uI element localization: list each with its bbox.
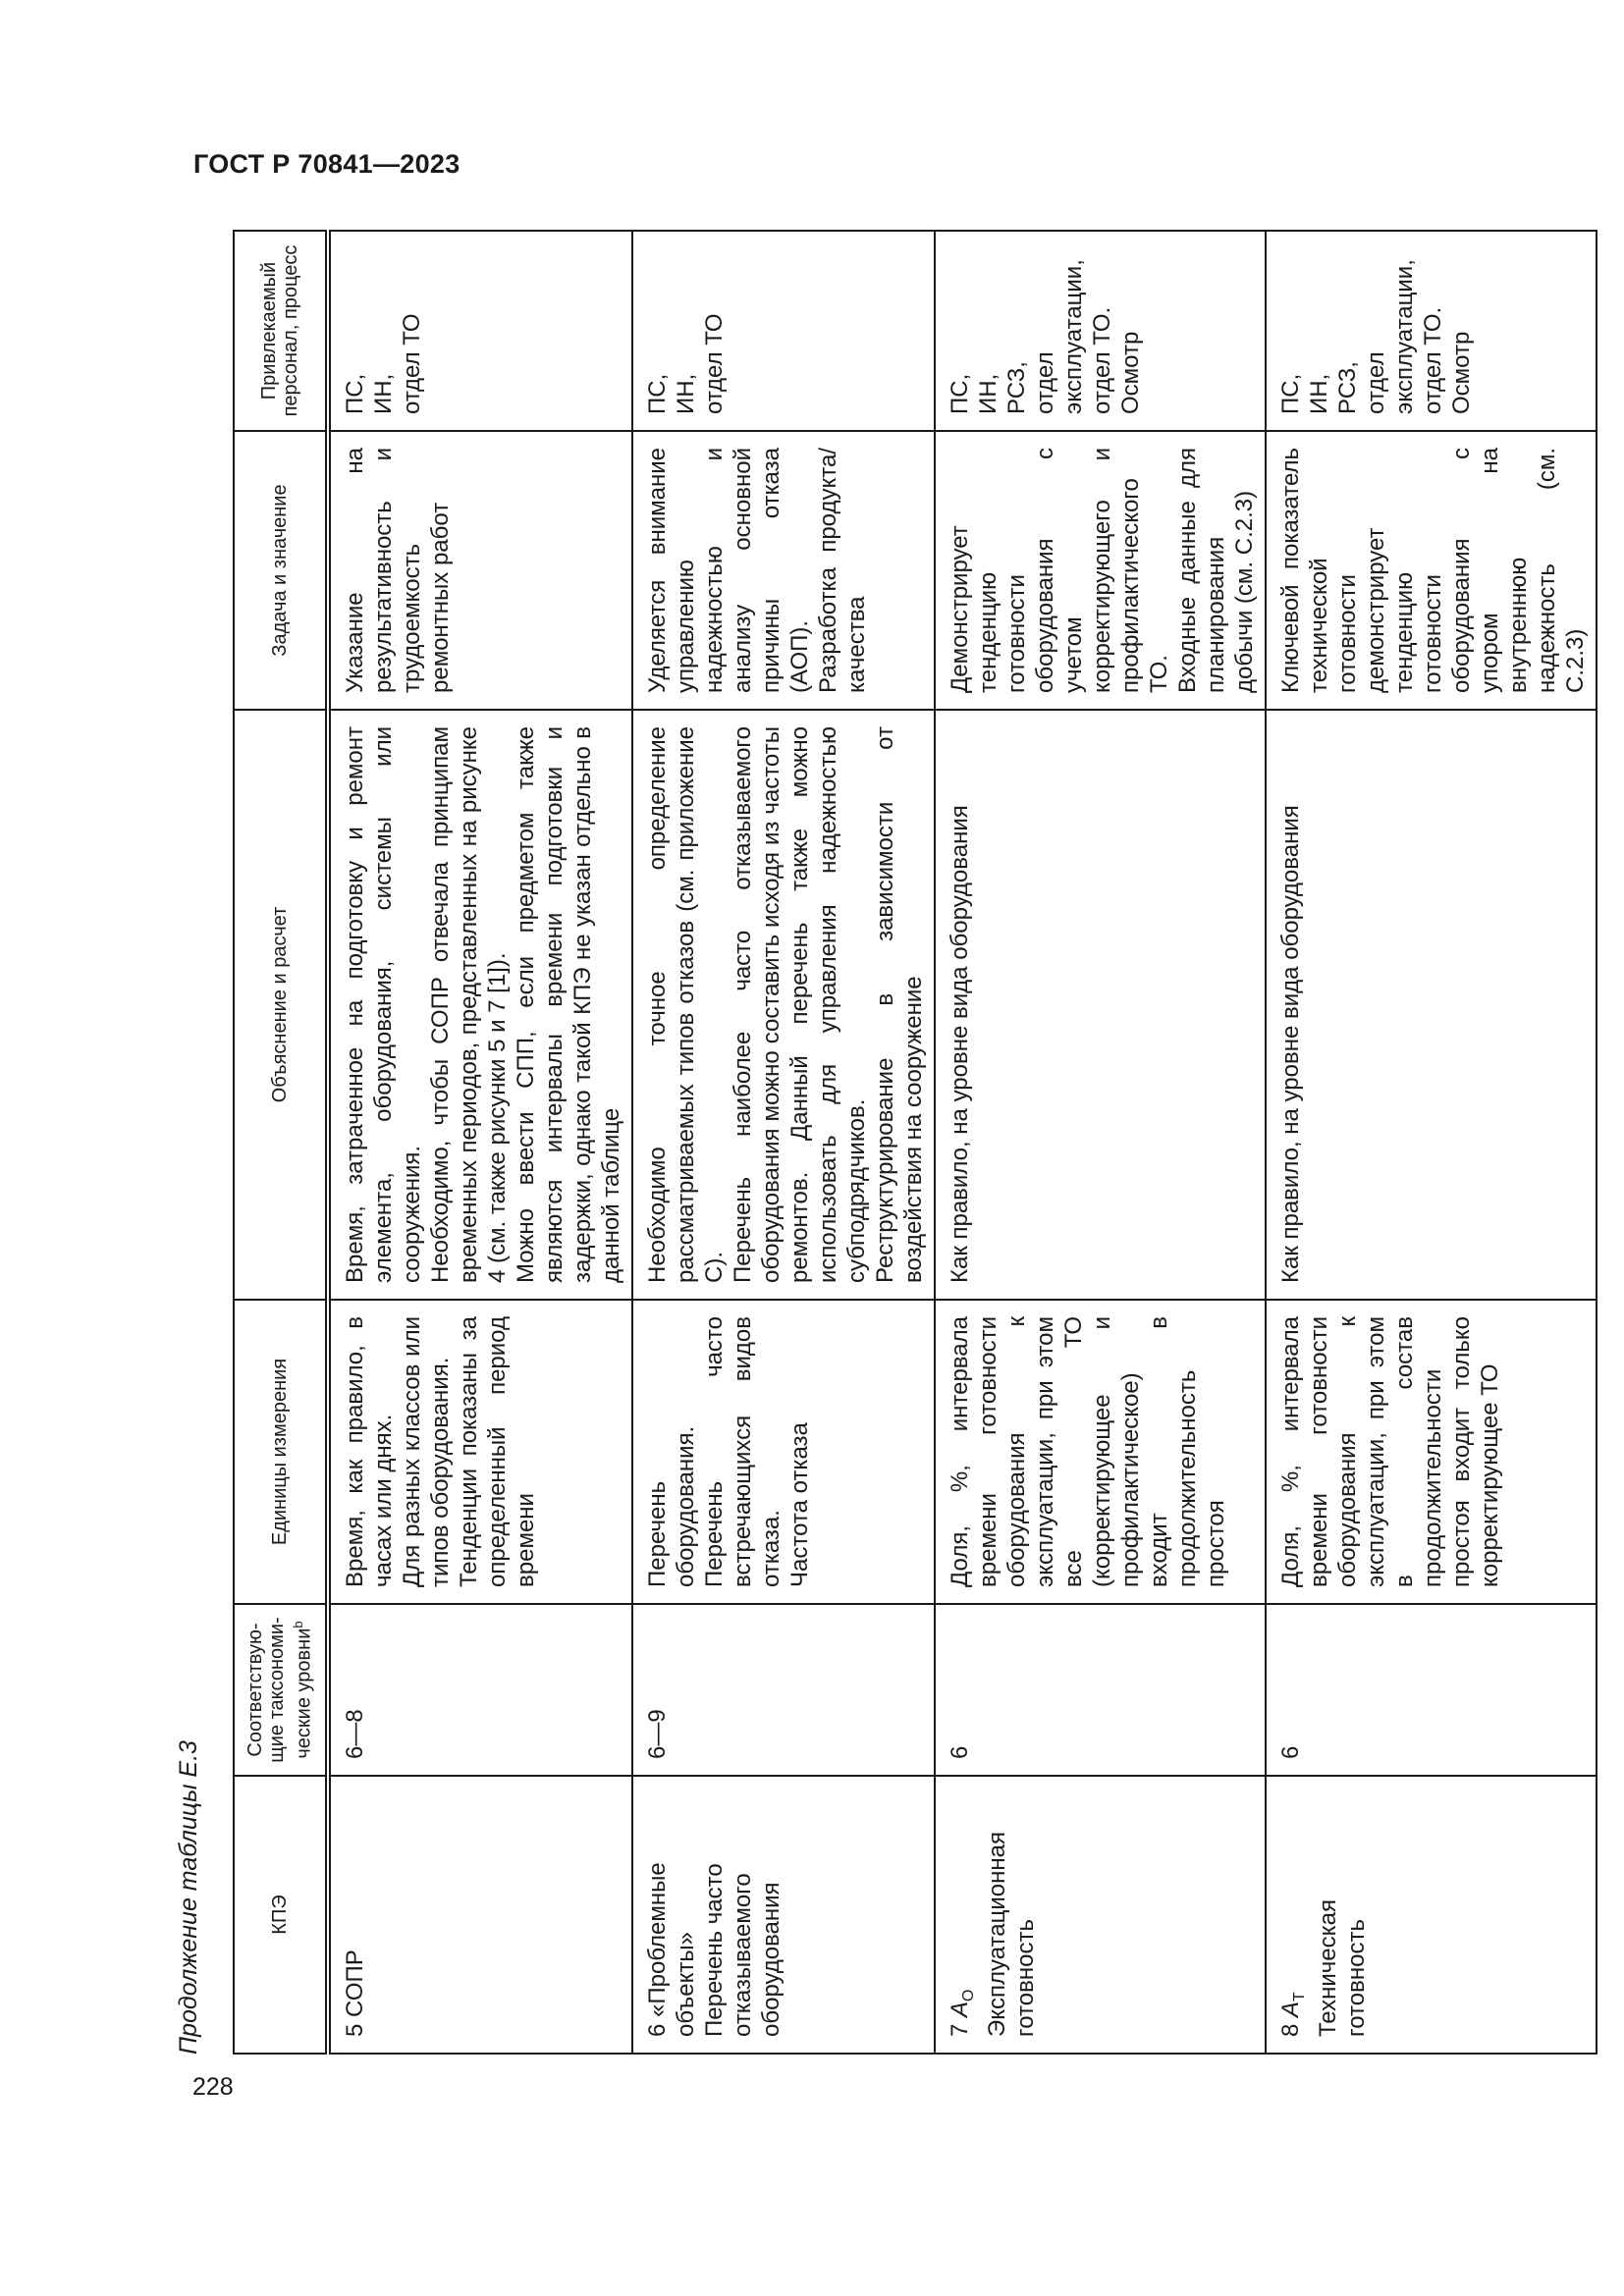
task-paragraph: демонстрирует тенденцию готовности обору… [1363, 448, 1589, 693]
cell-levels: 6 [1266, 1604, 1597, 1776]
page-number: 228 [192, 2073, 234, 2101]
explanation-paragraph: Необходимо точное определение рассматрив… [644, 726, 728, 1283]
explanation-paragraph: Можно ввести СПП, если предметом также я… [513, 726, 624, 1283]
cell-units: Время, как правило, в часах или днях. Для… [328, 1300, 632, 1604]
table-caption: Продолжение таблицы Е.3 [175, 1740, 202, 2055]
table-row: 7 AO Эксплуатационная готовность 6 Доля, %… [935, 231, 1266, 2054]
kpe-symbol: A [1277, 2001, 1304, 2017]
task-paragraph: Уделяется внимание управлению надежность… [644, 448, 813, 693]
explanation-paragraph: Реструктурирование в зависимости от возд… [872, 726, 927, 1283]
cell-personnel: ПС, ИН, РСЗ, отдел эксплуатации, отдел Т… [1266, 231, 1597, 431]
units-paragraph: Время, как правило, в часах или днях. [342, 1316, 397, 1587]
kpe-name: СОПР [342, 1949, 368, 2017]
header-personnel: Привлекаемый персонал, процесс [234, 231, 328, 431]
table-row: 5 СОПР 6—8 Время, как правило, в часах или… [328, 231, 632, 2054]
cell-explanation: Время, затраченное на подготовку и ремон… [328, 710, 632, 1300]
explanation-paragraph: Время, затраченное на подготовку и ремон… [342, 726, 425, 1283]
cell-explanation: Как правило, на уровне вида оборудования [1266, 710, 1597, 1300]
kpe-number: 8 [1277, 2023, 1304, 2037]
table-header-row: КПЭ Соответствую-щие таксономи-ческие ур… [234, 231, 328, 2054]
header-kpe: КПЭ [234, 1776, 328, 2054]
cell-levels: 6—8 [328, 1604, 632, 1776]
task-paragraph: Указание на результативность и трудоемко… [342, 448, 454, 693]
kpi-table: КПЭ Соответствую-щие таксономи-ческие ур… [233, 231, 1597, 2055]
header-task: Задача и значение [234, 431, 328, 710]
task-paragraph: Входные данные для планирования добычи (… [1174, 448, 1258, 693]
cell-kpe: 7 AO Эксплуатационная готовность [935, 1776, 1266, 2054]
kpe-symbol: A [947, 2001, 973, 2017]
explanation-paragraph: Как правило, на уровне вида оборудования [947, 805, 973, 1283]
cell-units: Доля, %, интервала времени готовности об… [935, 1300, 1266, 1604]
task-paragraph: Демонстрирует тенденцию готовности обору… [947, 448, 1172, 693]
units-paragraph: Перечень часто встречающихся видов отказ… [701, 1316, 785, 1587]
kpe-name: Техническая готовность [1314, 1898, 1370, 2037]
cell-task: Указание на результативность и трудоемко… [328, 431, 632, 710]
units-paragraph: Частота отказа [786, 1422, 813, 1587]
cell-levels: 6—9 [632, 1604, 935, 1776]
header-explanation: Объяснение и расчет [234, 710, 328, 1300]
explanation-paragraph: Перечень наиболее часто отказываемого об… [730, 726, 870, 1283]
kpe-symbol-subscript: O [959, 1989, 977, 2002]
cell-personnel: ПС, ИН, отдел ТО [328, 231, 632, 431]
document-title: ГОСТ Р 70841—2023 [193, 149, 460, 179]
kpe-number: 6 [644, 2023, 671, 2037]
cell-kpe: 6 «Проблемные объекты» Перечень часто от… [632, 1776, 935, 2054]
task-paragraph: Ключевой показатель технической готовнос… [1277, 448, 1361, 693]
cell-explanation: Необходимо точное определение рассматрив… [632, 710, 935, 1300]
units-paragraph: Доля, %, интервала времени готовности об… [947, 1316, 1229, 1587]
cell-units: Доля, %, интервала времени готовности об… [1266, 1300, 1597, 1604]
table-row: 6 «Проблемные объекты» Перечень часто от… [632, 231, 935, 2054]
explanation-paragraph: Как правило, на уровне вида оборудования [1277, 805, 1304, 1283]
kpe-number: 5 [342, 2023, 368, 2037]
cell-levels: 6 [935, 1604, 1266, 1776]
header-levels-footnote: b [291, 1621, 306, 1629]
explanation-paragraph: Необходимо, чтобы СОПР отвечала принципа… [427, 726, 511, 1283]
task-paragraph: Разработка продукта/качества [815, 448, 870, 693]
cell-personnel: ПС, ИН, отдел ТО [632, 231, 935, 431]
header-levels-text: Соответствую-щие таксономи-ческие уровни [244, 1617, 315, 1763]
cell-kpe: 5 СОПР [328, 1776, 632, 2054]
table-row: 8 AT Техническая готовность 6 Доля, %, инт… [1266, 231, 1597, 2054]
units-paragraph: Перечень оборудования. [644, 1425, 699, 1587]
units-paragraph: Для разных классов или типов оборудовани… [399, 1316, 454, 1587]
cell-task: Ключевой показатель технической готовнос… [1266, 431, 1597, 710]
units-paragraph: Доля, %, интервала времени готовности об… [1277, 1316, 1503, 1587]
cell-task: Уделяется внимание управлению надежность… [632, 431, 935, 710]
header-units: Единицы измерения [234, 1300, 328, 1604]
cell-task: Демонстрирует тенденцию готовности обору… [935, 431, 1266, 710]
cell-kpe: 8 AT Техническая готовность [1266, 1776, 1597, 2054]
cell-units: Перечень оборудования. Перечень часто вст… [632, 1300, 935, 1604]
header-levels: Соответствую-щие таксономи-ческие уровни… [234, 1604, 328, 1776]
units-paragraph: Тенденции показаны за определенный перио… [456, 1316, 539, 1587]
kpe-name: «Проблемные объекты» Перечень часто отка… [644, 1862, 785, 2037]
cell-explanation: Как правило, на уровне вида оборудования [935, 710, 1266, 1300]
kpe-name: Эксплуатационная готовность [983, 1832, 1039, 2037]
cell-personnel: ПС, ИН, РСЗ, отдел эксплуатации, отдел Т… [935, 231, 1266, 431]
kpe-number: 7 [947, 2023, 973, 2037]
kpe-symbol-subscript: T [1290, 1992, 1308, 2002]
